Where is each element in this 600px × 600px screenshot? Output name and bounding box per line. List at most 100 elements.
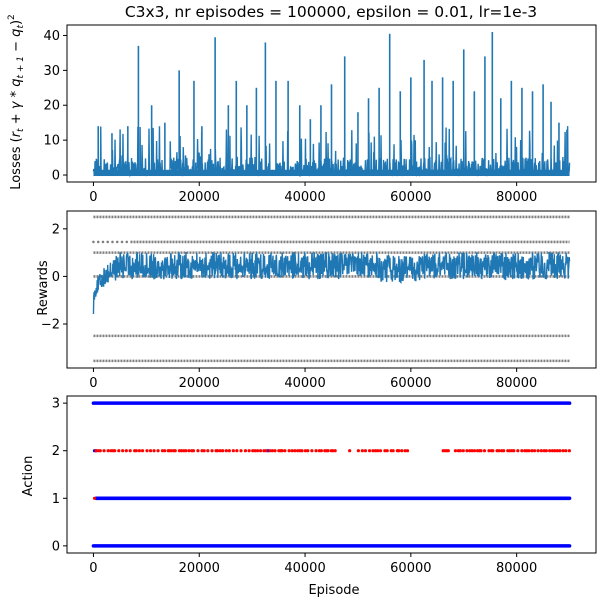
rewards-y-axis-label: Rewards bbox=[36, 260, 51, 315]
action-point bbox=[273, 449, 277, 453]
losses-axes-frame bbox=[66, 24, 597, 183]
ylabel-part: γ bbox=[9, 100, 24, 109]
action-point bbox=[148, 449, 153, 453]
action-point bbox=[331, 449, 335, 453]
action-point bbox=[137, 449, 141, 453]
action-point bbox=[567, 449, 571, 453]
action-point bbox=[363, 449, 368, 453]
rewards-y-tick-label: 0 bbox=[52, 270, 60, 285]
action-point bbox=[376, 449, 380, 453]
action-point bbox=[479, 449, 483, 453]
action-point bbox=[491, 449, 495, 453]
action-point bbox=[117, 449, 121, 453]
losses-y-tick-label: 20 bbox=[43, 99, 60, 114]
rewards-x-tick-label: 80000 bbox=[496, 376, 537, 391]
action-point bbox=[472, 449, 477, 453]
rewards-panel: 0 20000 40000 60000 80000 −2 0 2 bbox=[41, 210, 597, 391]
action-point bbox=[124, 449, 128, 453]
action-point bbox=[385, 449, 389, 453]
losses-chart-title: C3x3, nr episodes = 100000, epsilon = 0.… bbox=[125, 3, 537, 21]
action-axes-frame bbox=[66, 395, 597, 554]
action-point bbox=[482, 449, 487, 453]
action-y-tick-label: 0 bbox=[52, 539, 60, 554]
rewards-y-tick-label: 2 bbox=[52, 222, 60, 237]
ylabel-part: t bbox=[16, 25, 26, 29]
action-series-red bbox=[94, 449, 571, 453]
action-point bbox=[287, 449, 291, 453]
rewards-axes-frame bbox=[66, 210, 597, 369]
action-point bbox=[487, 449, 491, 453]
action-point bbox=[306, 449, 310, 453]
action-point bbox=[113, 449, 117, 453]
ylabel-part: * bbox=[9, 87, 24, 102]
action-point bbox=[102, 449, 106, 453]
reward-point bbox=[115, 240, 119, 244]
losses-y-tick-label: 40 bbox=[43, 29, 60, 44]
action-point bbox=[187, 449, 191, 453]
action-point bbox=[206, 449, 210, 453]
reward-point bbox=[92, 240, 95, 244]
reward-point bbox=[111, 240, 114, 244]
action-point bbox=[239, 449, 243, 453]
action-point bbox=[264, 449, 268, 453]
action-point bbox=[196, 449, 200, 453]
action-point bbox=[184, 449, 188, 453]
action-point bbox=[296, 449, 300, 453]
action-point bbox=[293, 449, 297, 453]
losses-x-tick-label: 80000 bbox=[496, 190, 537, 205]
action-point bbox=[383, 449, 387, 453]
action-point bbox=[371, 449, 375, 453]
action-point bbox=[373, 449, 378, 453]
reward-series-line bbox=[92, 252, 571, 314]
action-point bbox=[356, 449, 360, 453]
action-point bbox=[92, 496, 97, 500]
action-point bbox=[227, 449, 231, 453]
action-point bbox=[400, 449, 404, 453]
action-point bbox=[527, 449, 531, 453]
action-y-tick-label: 3 bbox=[52, 397, 60, 412]
losses-x-tick-label: 40000 bbox=[284, 190, 325, 205]
ylabel-part: ) bbox=[9, 20, 24, 25]
action-point bbox=[458, 449, 462, 453]
action-point bbox=[468, 449, 472, 453]
action-x-tick-label: 80000 bbox=[496, 561, 537, 576]
action-point bbox=[553, 449, 557, 453]
losses-y-tick-label: 10 bbox=[43, 134, 60, 149]
action-point bbox=[156, 449, 160, 453]
action-plot-area bbox=[91, 401, 572, 548]
ylabel-part: q bbox=[9, 29, 24, 37]
action-point bbox=[243, 449, 248, 453]
action-point bbox=[106, 449, 110, 453]
losses-x-tick-label: 20000 bbox=[179, 190, 220, 205]
action-panel: 0 20000 40000 60000 80000 0 1 2 3 bbox=[52, 395, 597, 576]
action-point bbox=[561, 449, 565, 453]
action-point bbox=[251, 449, 255, 453]
ylabel-part: q bbox=[9, 79, 24, 87]
reward-level-points bbox=[92, 240, 570, 244]
action-point bbox=[512, 449, 516, 453]
action-point bbox=[231, 449, 235, 453]
action-point bbox=[310, 449, 314, 453]
action-point bbox=[290, 449, 294, 453]
action-point bbox=[255, 449, 260, 453]
action-point bbox=[160, 449, 165, 453]
action-point bbox=[218, 449, 222, 453]
action-point bbox=[94, 449, 98, 453]
action-point bbox=[465, 449, 469, 453]
losses-plot-area bbox=[92, 31, 571, 178]
reward-point bbox=[120, 240, 124, 244]
losses-panel: 0 20000 40000 60000 80000 0 10 20 30 40 bbox=[43, 24, 597, 205]
action-point bbox=[235, 449, 239, 453]
losses-x-tick-label: 0 bbox=[89, 190, 97, 205]
action-point bbox=[134, 449, 138, 453]
action-point bbox=[532, 449, 537, 453]
action-point bbox=[558, 449, 562, 453]
action-point bbox=[536, 449, 540, 453]
action-point bbox=[253, 449, 257, 453]
action-point bbox=[544, 449, 548, 453]
action-point bbox=[152, 449, 156, 453]
action-point bbox=[179, 449, 184, 453]
action-point bbox=[300, 449, 304, 453]
action-y-tick-label: 1 bbox=[52, 492, 60, 507]
